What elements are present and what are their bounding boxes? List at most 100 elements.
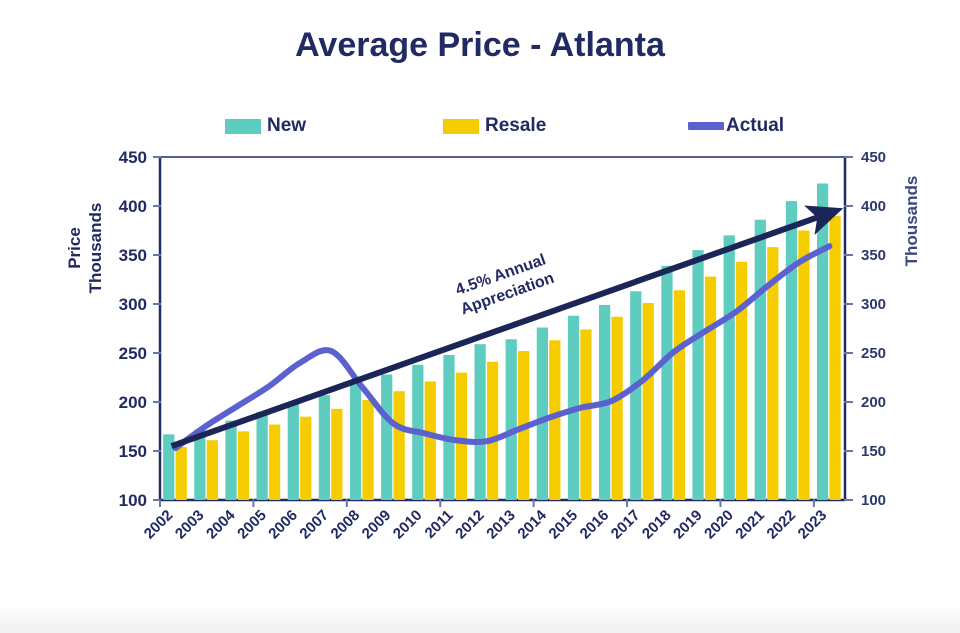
bar-resale-2002 <box>175 447 187 500</box>
x-axis-label-2017: 2017 <box>608 507 644 543</box>
y-tick-label-right: 350 <box>861 247 886 264</box>
x-axis-label-2014: 2014 <box>514 506 550 542</box>
legend-label-resale: Resale <box>485 115 547 136</box>
x-axis-label-text: 2010 <box>390 507 426 543</box>
bar-resale-2005 <box>268 424 281 500</box>
bar-resale-2009 <box>393 391 405 500</box>
x-axis-label-2018: 2018 <box>639 507 675 543</box>
y-tick-label-right: 100 <box>861 492 886 509</box>
bar-new-2019 <box>692 250 704 500</box>
y-tick-label-right: 400 <box>861 198 886 215</box>
legend-item-actual: Actual <box>688 115 784 137</box>
bar-new-2008 <box>349 384 362 500</box>
x-axis-label-text: 2006 <box>265 507 301 543</box>
bar-new-2014 <box>536 327 548 500</box>
x-axis-label-2011: 2011 <box>422 507 457 542</box>
bar-new-2003 <box>194 429 206 500</box>
x-axis-label-text: 2004 <box>203 506 239 542</box>
x-axis-label-2015: 2015 <box>546 507 582 543</box>
x-axis-label-text: 2017 <box>608 507 644 543</box>
y-tick-label-left: 400 <box>119 197 147 216</box>
bar-new-2021 <box>754 219 766 500</box>
bar-resale-2008 <box>362 400 374 500</box>
trend-arrow <box>170 205 844 449</box>
bar-resale-2015 <box>580 329 592 500</box>
bar-resale-2006 <box>300 416 312 500</box>
bar-resale-2003 <box>206 440 218 500</box>
legend-line-actual <box>688 122 724 130</box>
x-axis-label-text: 2012 <box>452 507 488 543</box>
x-axis-label-text: 2021 <box>732 507 768 543</box>
bar-new-2004 <box>225 420 237 500</box>
y-tick-label-right: 450 <box>861 149 886 166</box>
y-tick-label-right: 200 <box>861 394 886 411</box>
bar-resale-2007 <box>331 408 343 500</box>
bar-new-2007 <box>318 395 331 500</box>
bar-new-2023 <box>816 183 829 500</box>
x-axis-label-2012: 2012 <box>452 507 488 543</box>
x-axis-label-text: 2009 <box>359 507 395 543</box>
bar-new-2002 <box>163 434 175 500</box>
x-axis-label-text: 2003 <box>172 507 208 543</box>
actual-line-group <box>172 243 833 452</box>
page-title: Average Price - Atlanta <box>295 26 665 64</box>
x-axis-label-2005: 2005 <box>234 507 270 543</box>
legend-item-new: New <box>225 115 306 137</box>
bar-resale-2016 <box>611 316 623 500</box>
legend-swatch-resale <box>443 118 479 134</box>
x-axis-label-2002: 2002 <box>141 507 177 543</box>
bar-new-2012 <box>474 344 486 500</box>
x-axis-label-text: 2014 <box>514 506 550 542</box>
bar-new-2009 <box>381 374 393 500</box>
y-tick-label-left: 250 <box>119 344 147 363</box>
x-axis-label-2008: 2008 <box>328 507 364 543</box>
bar-resale-2012 <box>486 361 499 500</box>
bar-resale-2021 <box>767 247 779 500</box>
x-axis-label-2023: 2023 <box>795 507 831 543</box>
x-axis-label-text: 2022 <box>764 507 800 543</box>
y-tick-label-left: 150 <box>119 442 147 461</box>
legend-label-new: New <box>267 115 307 136</box>
y-tick-label-left: 300 <box>119 295 147 314</box>
x-axis-label-text: 2002 <box>141 507 177 543</box>
chart-legend: New Resale Actual <box>225 115 825 141</box>
x-axis-label-2003: 2003 <box>172 507 208 543</box>
bar-resale-2010 <box>424 381 436 500</box>
bar-new-2006 <box>287 402 299 500</box>
x-axis-label-2020: 2020 <box>701 507 737 543</box>
y-tick-label-right: 250 <box>861 345 886 362</box>
x-axis-label-text: 2020 <box>701 507 737 543</box>
x-axis-label-2006: 2006 <box>265 507 301 543</box>
y-tick-label-left: 450 <box>119 148 147 167</box>
y-tick-label-left: 100 <box>119 491 147 510</box>
bar-new-2013 <box>505 339 517 500</box>
x-axis-label-text: 2005 <box>234 507 270 543</box>
bar-new-2011 <box>443 354 455 500</box>
bar-resale-2017 <box>642 303 654 500</box>
bar-resale-2014 <box>549 340 561 500</box>
bar-new-2022 <box>785 201 798 500</box>
x-axis-label-text: 2011 <box>422 507 457 542</box>
x-axis-label-text: 2016 <box>577 507 613 543</box>
bar-resale-2023 <box>829 215 841 501</box>
bar-new-2020 <box>723 235 735 500</box>
x-axis-label-2007: 2007 <box>296 507 332 543</box>
bar-new-2017 <box>630 291 642 500</box>
legend-swatch-new <box>225 118 261 134</box>
bar-resale-2004 <box>237 431 250 500</box>
x-axis-label-2022: 2022 <box>764 507 800 543</box>
bar-resale-2022 <box>798 230 810 500</box>
x-axis-label-2019: 2019 <box>670 507 706 543</box>
bar-resale-2011 <box>455 372 468 500</box>
x-axis-label-2013: 2013 <box>483 507 519 543</box>
x-axis-label-text: 2013 <box>483 507 519 543</box>
x-axis-label-2016: 2016 <box>577 507 613 543</box>
bar-new-2018 <box>661 265 673 500</box>
x-axis-label-text: 2023 <box>795 507 831 543</box>
x-axis-label-text: 2019 <box>670 507 706 543</box>
y-tick-label-left: 200 <box>119 393 147 412</box>
